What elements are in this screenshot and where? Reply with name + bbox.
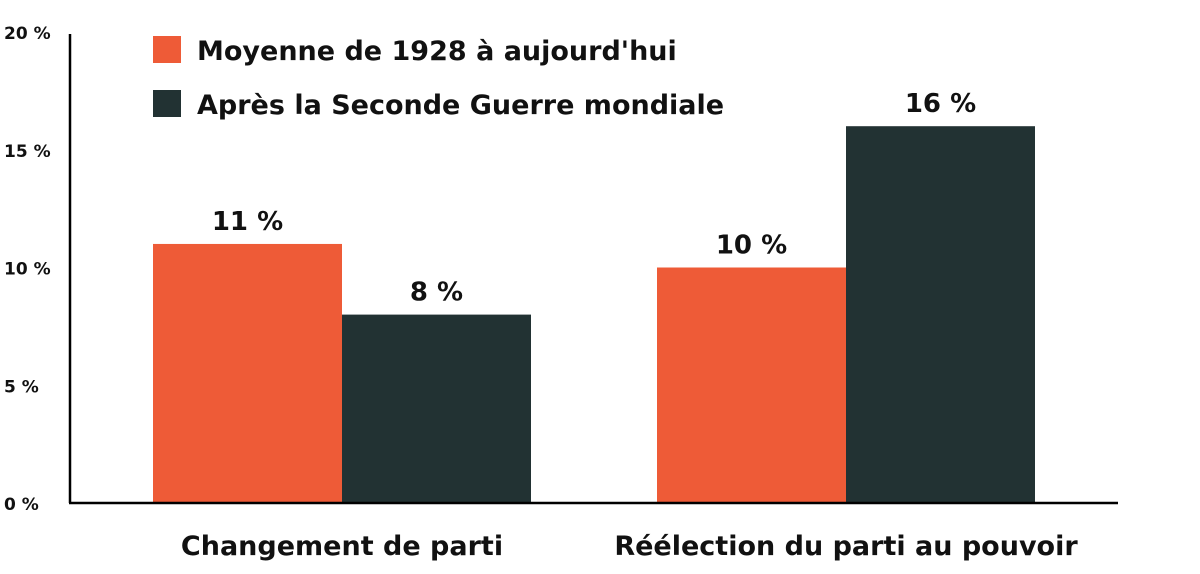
legend-label: Moyenne de 1928 à aujourd'hui	[197, 36, 677, 67]
category-label: Réélection du parti au pouvoir	[614, 531, 1078, 562]
bar-value-label: 10 %	[716, 231, 787, 261]
bar	[657, 267, 846, 503]
category-label: Changement de parti	[181, 531, 503, 562]
bar-value-label: 8 %	[410, 278, 463, 308]
bar	[846, 126, 1035, 503]
legend-swatch	[153, 36, 181, 63]
y-tick-label: 20 %	[4, 24, 51, 44]
legend-label: Après la Seconde Guerre mondiale	[197, 90, 724, 121]
y-tick-label: 0 %	[4, 495, 39, 515]
y-tick-label: 10 %	[4, 260, 51, 280]
y-tick-label: 5 %	[4, 377, 39, 397]
bar	[153, 243, 342, 503]
legend-swatch	[153, 90, 181, 117]
bar	[342, 314, 531, 503]
bar-value-label: 11 %	[212, 207, 283, 237]
bar-value-label: 16 %	[905, 89, 976, 119]
y-tick-label: 15 %	[4, 142, 51, 162]
